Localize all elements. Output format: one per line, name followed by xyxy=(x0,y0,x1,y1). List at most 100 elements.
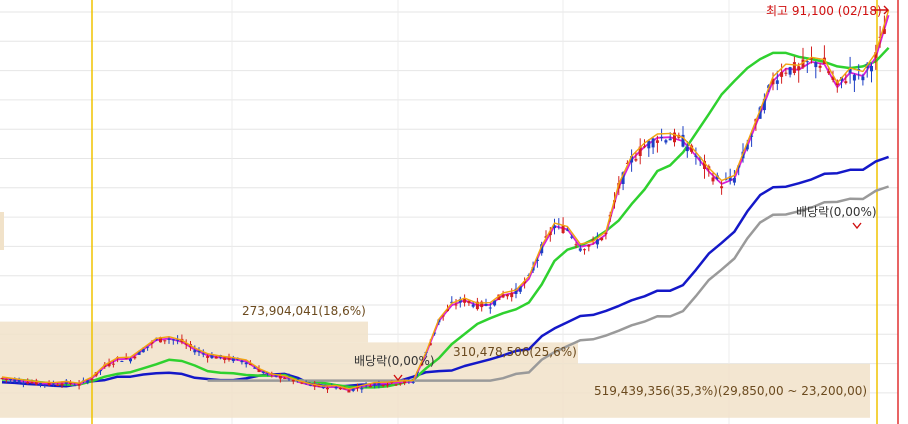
candle-body xyxy=(129,358,132,362)
candle-body xyxy=(283,378,287,379)
candle-body xyxy=(373,383,377,385)
candle-body xyxy=(720,186,724,189)
candle-body xyxy=(514,288,518,294)
candle-body xyxy=(441,315,445,317)
candle-body xyxy=(197,350,201,353)
candle-body xyxy=(463,298,467,303)
candle-body xyxy=(343,388,347,390)
moving-average-line xyxy=(207,185,889,382)
candle-body xyxy=(47,382,51,386)
candle-body xyxy=(13,379,17,383)
candle-body xyxy=(159,337,162,343)
high-price-label: 최고 91,100 (02/18) xyxy=(766,4,882,18)
candle-body xyxy=(326,387,329,390)
candle-body xyxy=(244,362,248,365)
candle-body xyxy=(368,385,372,388)
candle-body xyxy=(501,294,505,298)
candle-body xyxy=(338,387,342,390)
candle-body xyxy=(167,338,171,340)
candle-body xyxy=(150,341,154,344)
candle-body xyxy=(137,351,141,355)
candle-body xyxy=(643,146,646,148)
candle-body xyxy=(176,339,180,341)
candle-body xyxy=(578,248,582,251)
candle-body xyxy=(411,381,415,383)
candle-body xyxy=(356,387,359,389)
candle-body xyxy=(240,360,244,363)
candle-body xyxy=(548,231,552,236)
candle-body xyxy=(454,304,458,306)
candle-body xyxy=(30,382,34,384)
candle-body xyxy=(471,304,475,307)
candle-body xyxy=(745,144,749,150)
volume-profile-label-2: 310,478,506(25,6%) xyxy=(453,345,577,359)
candle-body xyxy=(664,140,668,143)
candle-body xyxy=(861,76,865,81)
candle-body xyxy=(775,80,779,84)
candle-body xyxy=(668,138,672,141)
candle-body xyxy=(154,338,158,340)
candle-body xyxy=(56,385,60,386)
volume-profile-edge xyxy=(0,212,4,250)
volume-profile-band xyxy=(0,321,368,343)
candle-body xyxy=(788,67,792,75)
candle-body xyxy=(433,332,437,334)
candle-body xyxy=(291,379,295,382)
candle-body xyxy=(852,74,856,81)
moving-average-line xyxy=(1,9,890,390)
candles xyxy=(0,9,890,393)
candle-body xyxy=(77,383,81,386)
candle-body xyxy=(210,355,214,359)
candle-body xyxy=(51,383,55,385)
candle-body xyxy=(17,379,21,383)
candle-body xyxy=(480,301,484,308)
candle-body xyxy=(99,370,102,372)
candle-body xyxy=(844,81,848,84)
candle-body xyxy=(146,346,150,348)
candle-body xyxy=(505,294,509,297)
candle-body xyxy=(360,388,364,390)
candle-body xyxy=(39,383,42,385)
dividend-marker xyxy=(393,374,403,382)
candle-body xyxy=(587,244,591,247)
candle-body xyxy=(278,375,282,379)
candle-body xyxy=(193,350,197,353)
moving-average-line xyxy=(1,155,890,389)
candle-body xyxy=(758,107,762,119)
candle-body xyxy=(86,380,90,383)
candle-body xyxy=(248,364,252,366)
candle-body xyxy=(111,363,115,365)
dividend-label-1: 배당락(0,00%) xyxy=(354,354,435,368)
candle-body xyxy=(497,294,501,300)
candle-body xyxy=(703,160,706,169)
candle-body xyxy=(90,378,94,380)
candle-body xyxy=(231,357,235,362)
volume-profile-band xyxy=(0,363,870,418)
candle-body xyxy=(518,286,522,292)
candle-body xyxy=(171,339,175,341)
candle-body xyxy=(9,379,13,381)
candle-body xyxy=(214,356,218,359)
labels: 273,904,041(18,6%) 310,478,506(25,6%) 51… xyxy=(242,4,889,398)
candle-body xyxy=(711,177,715,182)
candle-body xyxy=(870,66,873,72)
candle-body xyxy=(398,383,402,385)
candle-body xyxy=(488,307,492,309)
candle-body xyxy=(681,134,685,147)
candle-body xyxy=(26,382,30,384)
moving-averages xyxy=(1,14,890,392)
dividend-marker xyxy=(852,222,862,230)
candle-body xyxy=(206,356,210,358)
candle-body xyxy=(0,378,4,380)
candle-body xyxy=(347,390,351,393)
candle-body xyxy=(797,66,801,71)
candle-body xyxy=(381,384,385,386)
candle-body xyxy=(647,140,651,149)
candle-body xyxy=(523,281,527,284)
candle-body xyxy=(253,367,257,369)
candle-body xyxy=(801,59,805,68)
candle-body xyxy=(531,267,535,271)
candle-body xyxy=(690,145,694,152)
